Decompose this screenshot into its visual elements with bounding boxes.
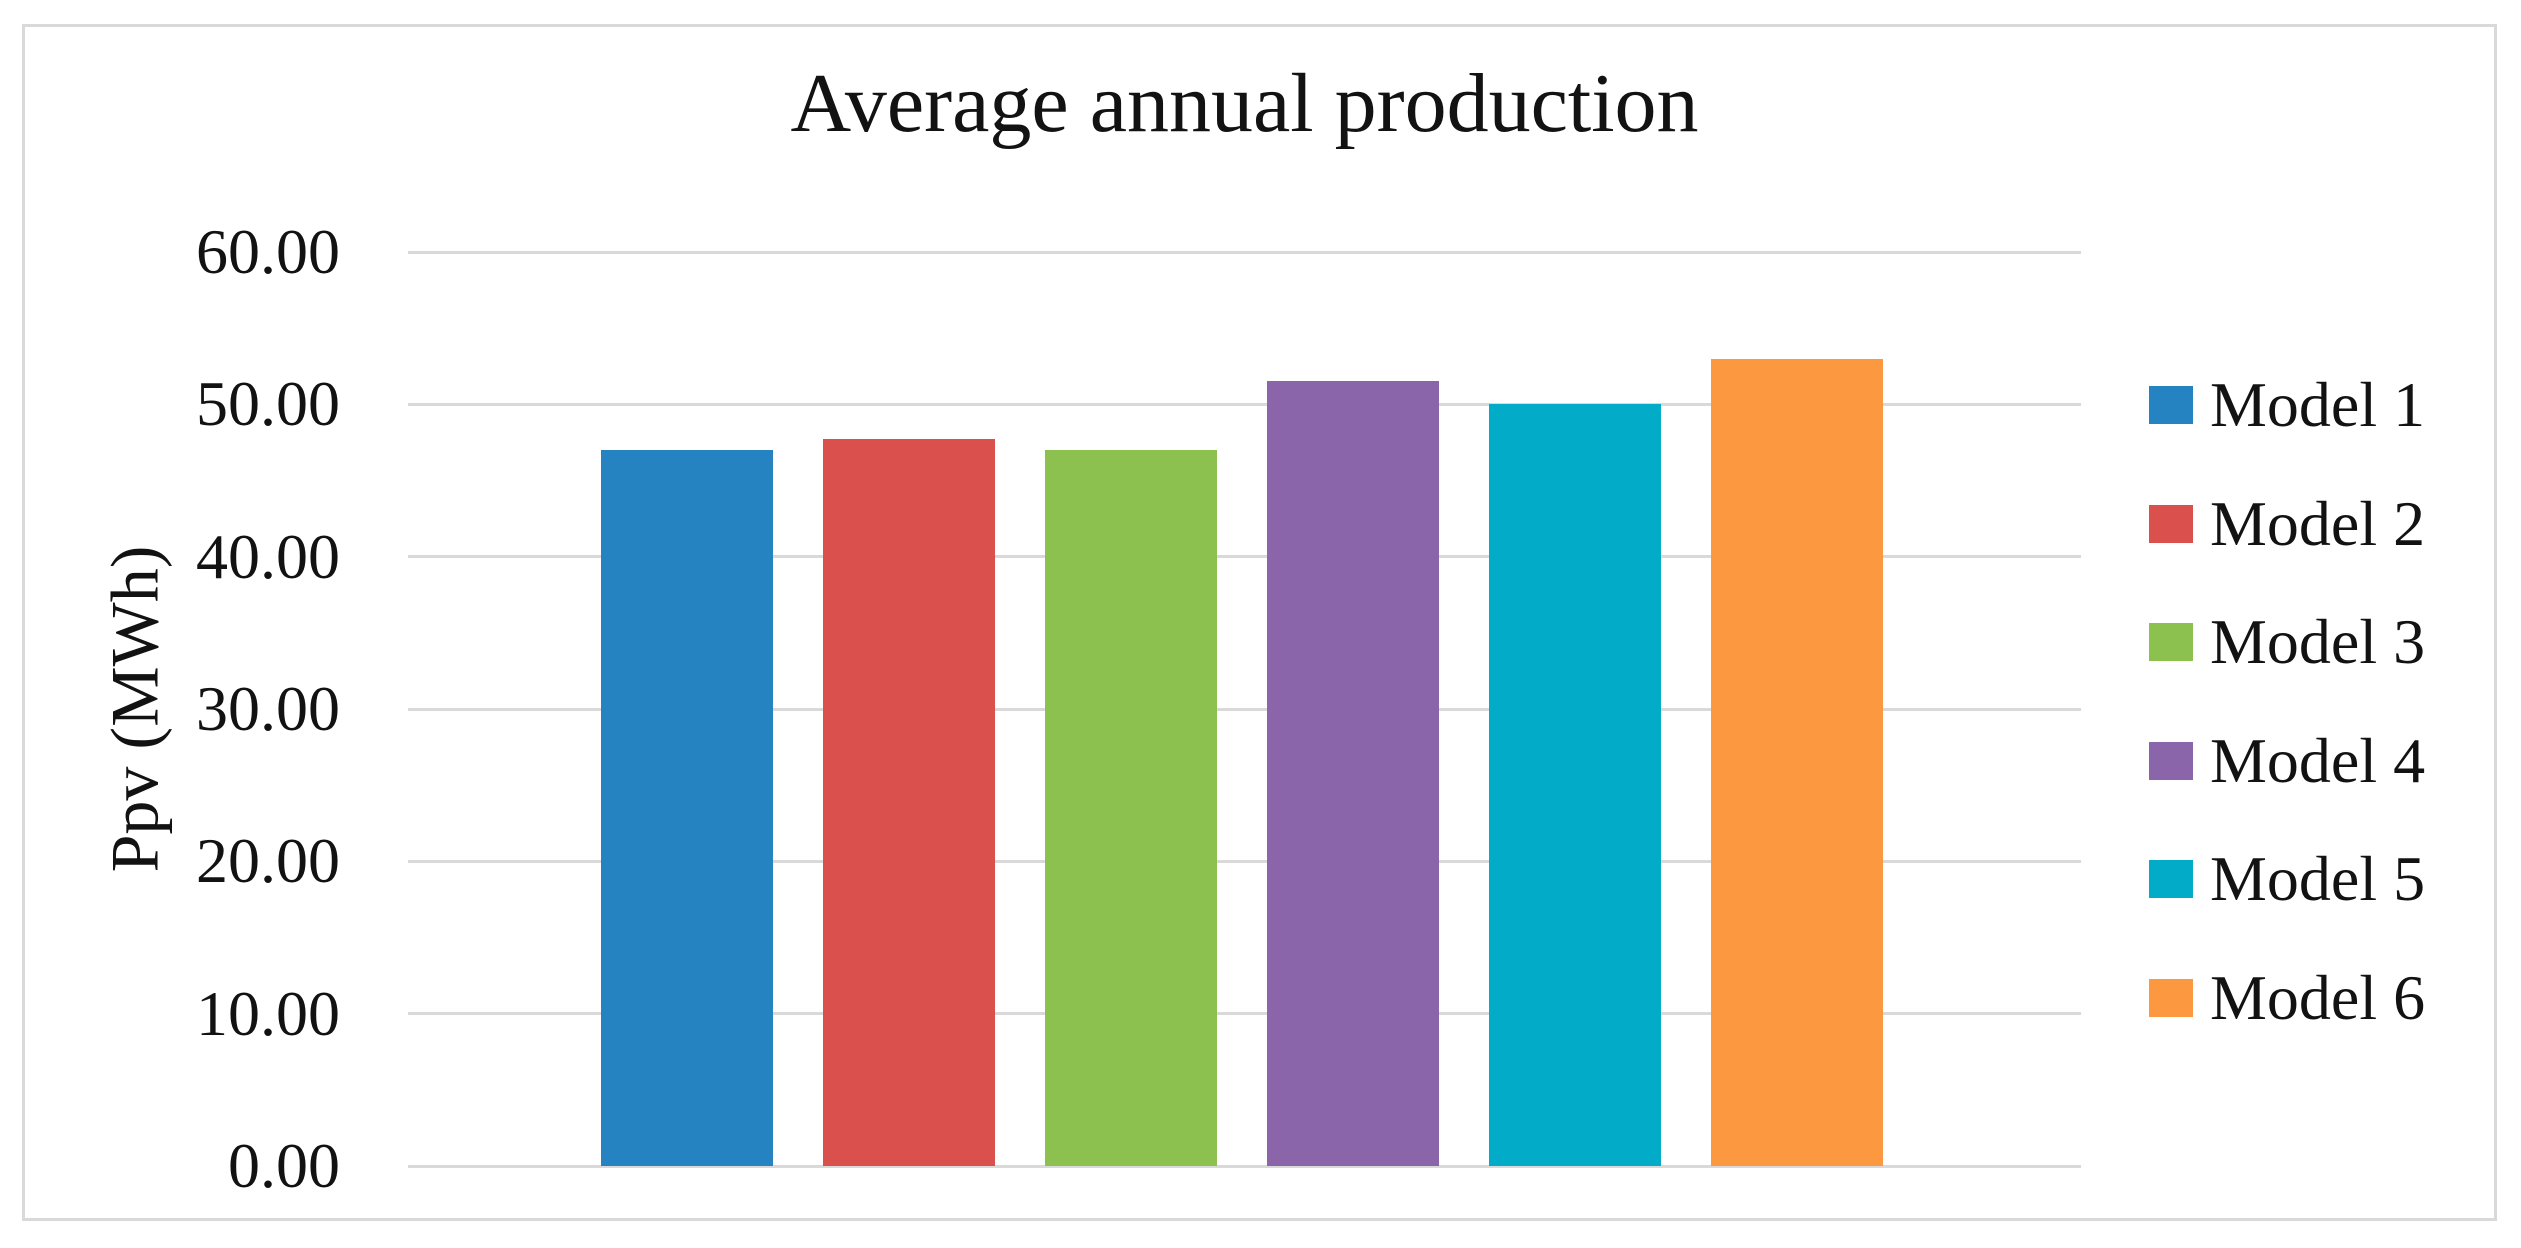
gridline-20 [408, 859, 2081, 863]
legend-label: Model 5 [2210, 843, 2426, 914]
bar-model-6 [1711, 358, 1883, 1166]
gridline-40 [408, 555, 2081, 559]
legend-swatch-model-3 [2149, 623, 2193, 661]
bar-model-4 [1267, 381, 1439, 1166]
gridline-0 [408, 1164, 2081, 1168]
legend-label: Model 1 [2210, 369, 2426, 440]
legend-label: Model 4 [2210, 725, 2426, 796]
bar-model-2 [823, 439, 995, 1166]
y-tick-label: 40.00 [196, 520, 340, 592]
bar-model-5 [1489, 404, 1661, 1166]
figure-border [22, 24, 2497, 1221]
y-tick-label: 0.00 [228, 1130, 340, 1201]
legend-label: Model 3 [2210, 606, 2426, 677]
y-tick-label: 30.00 [196, 673, 340, 744]
legend-label: Model 2 [2210, 488, 2426, 559]
gridline-50 [408, 402, 2081, 406]
legend-label: Model 6 [2210, 962, 2426, 1033]
legend-swatch-model-4 [2149, 742, 2193, 780]
gridline-30 [408, 707, 2081, 711]
legend-swatch-model-2 [2149, 505, 2193, 543]
legend-swatch-model-6 [2149, 979, 2193, 1017]
bar-model-1 [601, 450, 773, 1166]
y-tick-label: 60.00 [196, 216, 340, 287]
gridline-60 [408, 250, 2081, 254]
gridline-10 [408, 1012, 2081, 1016]
y-tick-label: 10.00 [196, 977, 340, 1049]
y-tick-label: 20.00 [196, 825, 340, 897]
bar-model-3 [1045, 450, 1217, 1166]
y-tick-label: 50.00 [196, 368, 340, 440]
legend-swatch-model-5 [2149, 860, 2193, 898]
chart-title: Average annual production [790, 57, 1699, 150]
legend-swatch-model-1 [2149, 386, 2193, 424]
